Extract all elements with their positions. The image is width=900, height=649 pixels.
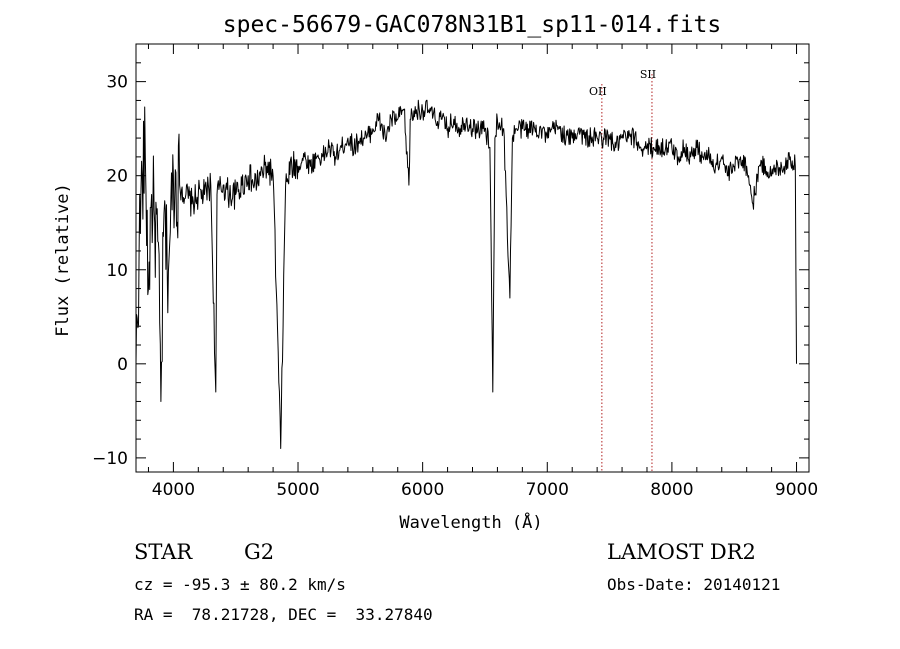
- spectral-subclass: G2: [244, 540, 275, 564]
- y-tick-label: 0: [117, 355, 128, 375]
- spectrum-line: [135, 99, 797, 449]
- plot-frame: [135, 43, 810, 473]
- y-tick-label: −10: [92, 449, 128, 469]
- spectrum-series: [135, 99, 797, 449]
- reference-line-label: OII: [589, 85, 607, 98]
- survey-name: LAMOST DR2: [607, 540, 756, 564]
- chart-title: spec-56679-GAC078N31B1_sp11-014.fits: [223, 12, 722, 38]
- reference-lines: OII SII: [589, 68, 656, 472]
- observation-date: Obs-Date: 20140121: [607, 575, 781, 594]
- x-tick-label: 9000: [775, 480, 818, 500]
- coordinates: RA = 78.21728, DEC = 33.27840: [134, 605, 433, 624]
- y-tick-label: 20: [106, 167, 128, 187]
- y-axis-label: Flux (relative): [53, 183, 73, 337]
- object-class: STAR: [134, 540, 193, 564]
- redshift-info: cz = -95.3 ± 80.2 km/s: [134, 575, 346, 594]
- x-axis-label: Wavelength (Å): [399, 511, 542, 533]
- x-tick-label: 8000: [650, 480, 693, 500]
- reference-line-label: SII: [640, 68, 656, 81]
- x-tick-label: 4000: [152, 480, 195, 500]
- x-tick-label: 6000: [401, 480, 444, 500]
- x-tick-label: 5000: [276, 480, 319, 500]
- x-axis: 4000 5000 6000 7000 8000 9000: [147, 44, 818, 500]
- y-tick-label: 30: [106, 73, 128, 93]
- y-tick-label: 10: [106, 261, 128, 281]
- y-axis: −10 0 10 20 30: [92, 43, 809, 469]
- x-tick-label: 7000: [526, 480, 569, 500]
- plot-area-border: [135, 43, 810, 473]
